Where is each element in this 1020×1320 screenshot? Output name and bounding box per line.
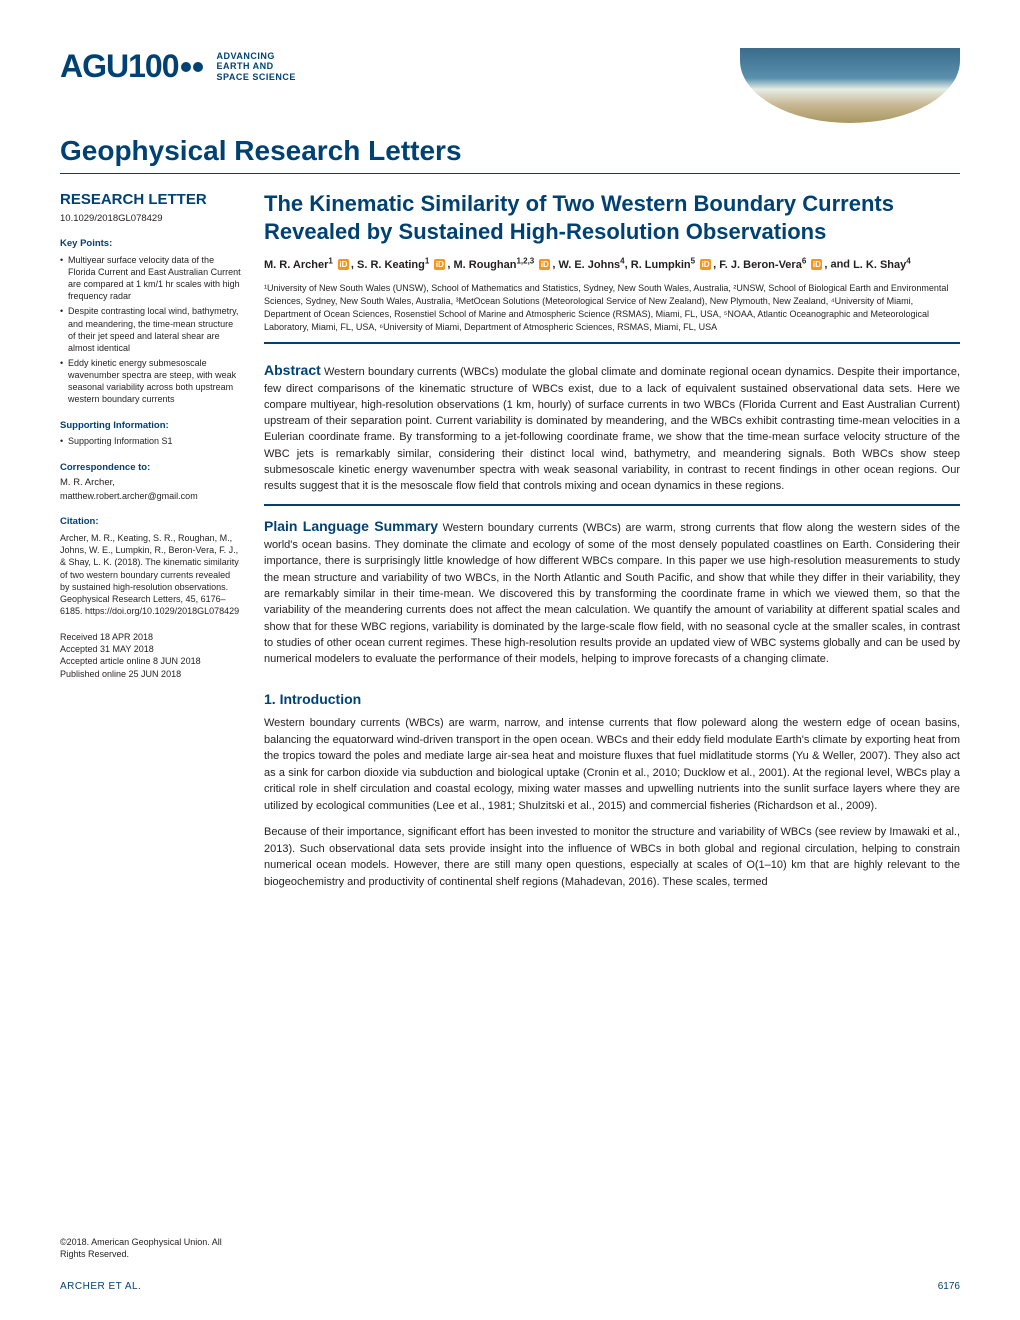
correspondence-name: M. R. Archer, xyxy=(60,477,242,490)
key-points-heading: Key Points: xyxy=(60,238,242,251)
key-point-item: Despite contrasting local wind, bathymet… xyxy=(60,305,242,354)
orcid-icon[interactable]: iD xyxy=(539,259,550,270)
publisher-tagline: ADVANCING EARTH AND SPACE SCIENCE xyxy=(217,51,296,82)
logo-part-2: 100 xyxy=(128,48,178,85)
logo-dots-icon xyxy=(181,62,203,72)
header-globe-image xyxy=(740,48,960,123)
page-header: AGU 100 ADVANCING EARTH AND SPACE SCIENC… xyxy=(60,48,960,123)
page-footer: ARCHER ET AL. 6176 xyxy=(60,1281,960,1292)
key-point-item: Multiyear surface velocity data of the F… xyxy=(60,254,242,303)
correspondence-email[interactable]: matthew.robert.archer@gmail.com xyxy=(60,490,242,502)
date-accepted-online: Accepted article online 8 JUN 2018 xyxy=(60,655,242,667)
date-received: Received 18 APR 2018 xyxy=(60,631,242,643)
date-accepted: Accepted 31 MAY 2018 xyxy=(60,643,242,655)
copyright-notice: ©2018. American Geophysical Union. All R… xyxy=(60,1236,242,1260)
author: S. R. Keating1 xyxy=(357,259,429,271)
correspondence-heading: Correspondence to: xyxy=(60,462,242,475)
supporting-info-item[interactable]: Supporting Information S1 xyxy=(60,435,242,447)
abstract-label: Abstract xyxy=(264,362,321,378)
footer-authors: ARCHER ET AL. xyxy=(60,1281,141,1292)
summary-label: Plain Language Summary xyxy=(264,518,438,534)
sidebar: RESEARCH LETTER 10.1029/2018GL078429 Key… xyxy=(60,190,242,900)
article-type: RESEARCH LETTER xyxy=(60,190,242,210)
tagline-line: EARTH AND xyxy=(217,61,296,71)
abstract-block: Abstract Western boundary currents (WBCs… xyxy=(264,350,960,507)
agu-logo-text: AGU 100 xyxy=(60,48,207,85)
body-paragraph: Western boundary currents (WBCs) are war… xyxy=(264,715,960,814)
supporting-info-heading: Supporting Information: xyxy=(60,420,242,433)
author: M. Roughan1,2,3 xyxy=(454,259,535,271)
supporting-info-list: Supporting Information S1 xyxy=(60,435,242,447)
summary-text: Western boundary currents (WBCs) are war… xyxy=(264,522,960,665)
abstract-text: Western boundary currents (WBCs) modulat… xyxy=(264,366,960,492)
article-title: The Kinematic Similarity of Two Western … xyxy=(264,190,960,245)
author: W. E. Johns4 xyxy=(558,259,624,271)
article-doi[interactable]: 10.1029/2018GL078429 xyxy=(60,213,242,226)
key-points-list: Multiyear surface velocity data of the F… xyxy=(60,254,242,406)
author: L. K. Shay4 xyxy=(853,259,911,271)
publisher-logo: AGU 100 ADVANCING EARTH AND SPACE SCIENC… xyxy=(60,48,296,85)
section-heading-introduction: 1. Introduction xyxy=(264,691,960,707)
date-published: Published online 25 JUN 2018 xyxy=(60,668,242,680)
orcid-icon[interactable]: iD xyxy=(338,259,349,270)
author-list: M. R. Archer1 iD, S. R. Keating1 iD, M. … xyxy=(264,255,960,274)
citation-text: Archer, M. R., Keating, S. R., Roughan, … xyxy=(60,532,242,617)
orcid-icon[interactable]: iD xyxy=(434,259,445,270)
tagline-line: SPACE SCIENCE xyxy=(217,72,296,82)
tagline-line: ADVANCING xyxy=(217,51,296,61)
publication-dates: Received 18 APR 2018 Accepted 31 MAY 201… xyxy=(60,631,242,680)
orcid-icon[interactable]: iD xyxy=(811,259,822,270)
author: M. R. Archer1 xyxy=(264,259,333,271)
journal-title: Geophysical Research Letters xyxy=(60,135,960,174)
footer-page-number: 6176 xyxy=(938,1281,960,1292)
logo-part-1: AGU xyxy=(60,48,128,85)
orcid-icon[interactable]: iD xyxy=(700,259,711,270)
author: R. Lumpkin5 xyxy=(631,259,695,271)
main-content: The Kinematic Similarity of Two Western … xyxy=(264,190,960,900)
author: F. J. Beron-Vera6 xyxy=(719,259,806,271)
body-paragraph: Because of their importance, significant… xyxy=(264,824,960,890)
plain-language-summary-block: Plain Language Summary Western boundary … xyxy=(264,506,960,677)
affiliations: ¹University of New South Wales (UNSW), S… xyxy=(264,282,960,344)
key-point-item: Eddy kinetic energy submesoscale wavenum… xyxy=(60,357,242,406)
citation-heading: Citation: xyxy=(60,516,242,529)
